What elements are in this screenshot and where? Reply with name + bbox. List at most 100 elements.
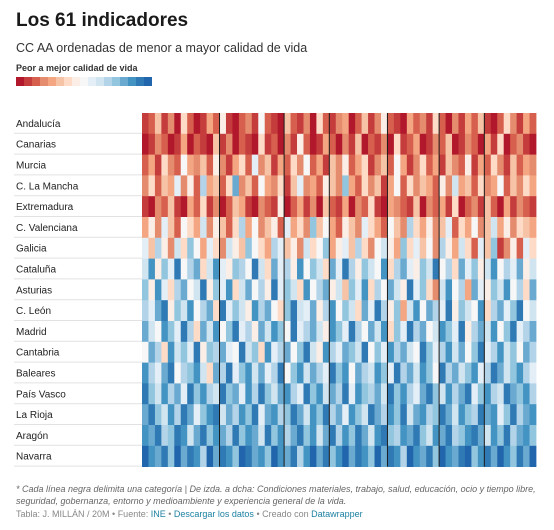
heatmap-cell [368, 154, 375, 176]
heatmap-cell [167, 175, 175, 197]
heatmap-cell [154, 217, 162, 239]
heatmap-cell [200, 300, 207, 322]
heatmap-cell [187, 237, 195, 259]
heatmap-cell [297, 445, 304, 467]
heatmap-cell [503, 321, 511, 343]
heatmap-cell [380, 133, 388, 155]
heatmap-cell [187, 154, 195, 176]
legend-swatch [80, 77, 88, 86]
heatmap-cell [484, 445, 492, 467]
heatmap-cell [439, 196, 446, 218]
heatmap-cell [413, 258, 421, 280]
heatmap-cell [264, 383, 272, 405]
heatmap-cell [329, 404, 337, 426]
heatmap-cell [439, 279, 446, 301]
heatmap-cell [142, 154, 149, 176]
heatmap-cell [193, 175, 201, 197]
heatmap-cell [258, 341, 266, 363]
heatmap-cell [361, 425, 369, 447]
heatmap-cell [193, 237, 201, 259]
heatmap-cell [387, 321, 395, 343]
heatmap-cell [510, 300, 518, 322]
heatmap-cell [187, 362, 195, 384]
heatmap-cell [452, 445, 459, 467]
heatmap-cell [471, 237, 479, 259]
heatmap-cell [445, 279, 453, 301]
heatmap-cell [335, 113, 343, 135]
legend-swatch [104, 77, 112, 86]
heatmap-cell [348, 196, 356, 218]
download-data-link[interactable]: Descargar los datos [173, 509, 254, 519]
heatmap-cell [497, 196, 505, 218]
heatmap-cell [464, 154, 472, 176]
heatmap-cell [213, 154, 220, 176]
row-label: C. León [16, 306, 51, 317]
heatmap-cell [413, 154, 421, 176]
source-link-ine[interactable]: INE [150, 509, 166, 519]
heatmap-cell [174, 196, 182, 218]
heatmap-cell [361, 175, 369, 197]
heatmap-cell [213, 321, 220, 343]
heatmap-cell [297, 300, 304, 322]
heatmap-cell [464, 279, 472, 301]
heatmap-cell [387, 217, 395, 239]
heatmap-cell [484, 425, 492, 447]
heatmap-cell [426, 133, 434, 155]
heatmap-cell [187, 279, 195, 301]
heatmap-cell [458, 383, 466, 405]
heatmap-cell [271, 362, 279, 384]
heatmap-cell [232, 341, 240, 363]
heatmap-cell [284, 341, 291, 363]
source-line: Tabla: J. MILLÁN / 20M • Fuente: INE • D… [16, 509, 363, 519]
heatmap-cell [439, 175, 446, 197]
heatmap-cell [503, 300, 511, 322]
heatmap-cell [251, 321, 259, 343]
datawrapper-link[interactable]: Datawrapper [311, 509, 363, 519]
legend-label: Peor a mejor calidad de vida [16, 63, 138, 73]
heatmap-cell [303, 217, 311, 239]
heatmap-cell [361, 362, 369, 384]
heatmap-cell [426, 279, 434, 301]
heatmap-cell [484, 362, 492, 384]
heatmap-cell [400, 133, 408, 155]
heatmap-cell [174, 133, 182, 155]
heatmap-cell [193, 300, 201, 322]
heatmap-cell [232, 383, 240, 405]
heatmap-cell [510, 425, 518, 447]
heatmap-cell [413, 279, 421, 301]
heatmap-cell [400, 321, 408, 343]
heatmap-cell [477, 237, 485, 259]
heatmap-cell [419, 237, 427, 259]
heatmap-cell [471, 321, 479, 343]
heatmap-cell [271, 237, 279, 259]
heatmap-cell [213, 175, 220, 197]
heatmap-cell [380, 445, 388, 467]
heatmap-cell [161, 217, 169, 239]
heatmap-cell [413, 300, 421, 322]
heatmap-cell [484, 341, 492, 363]
heatmap-cell [355, 154, 363, 176]
heatmap-cell [490, 341, 498, 363]
heatmap-cell [142, 362, 149, 384]
heatmap-cell [503, 258, 511, 280]
heatmap-cell [432, 425, 440, 447]
heatmap-cell [380, 300, 388, 322]
heatmap-cell [529, 217, 537, 239]
heatmap-cell [503, 154, 511, 176]
heatmap-cell [154, 133, 162, 155]
heatmap-cell [284, 279, 291, 301]
heatmap-cell [348, 258, 356, 280]
heatmap-cell [361, 113, 369, 135]
heatmap-cell [154, 383, 162, 405]
heatmap-cell [387, 258, 395, 280]
heatmap-cell [251, 154, 259, 176]
heatmap-cell [355, 237, 363, 259]
heatmap-cell [251, 279, 259, 301]
heatmap-cell [284, 154, 291, 176]
heatmap-cell [303, 341, 311, 363]
heatmap-cell [206, 321, 214, 343]
heatmap-cell [167, 237, 175, 259]
heatmap-cell [484, 383, 492, 405]
heatmap-cell [225, 404, 233, 426]
heatmap-cell [329, 154, 337, 176]
